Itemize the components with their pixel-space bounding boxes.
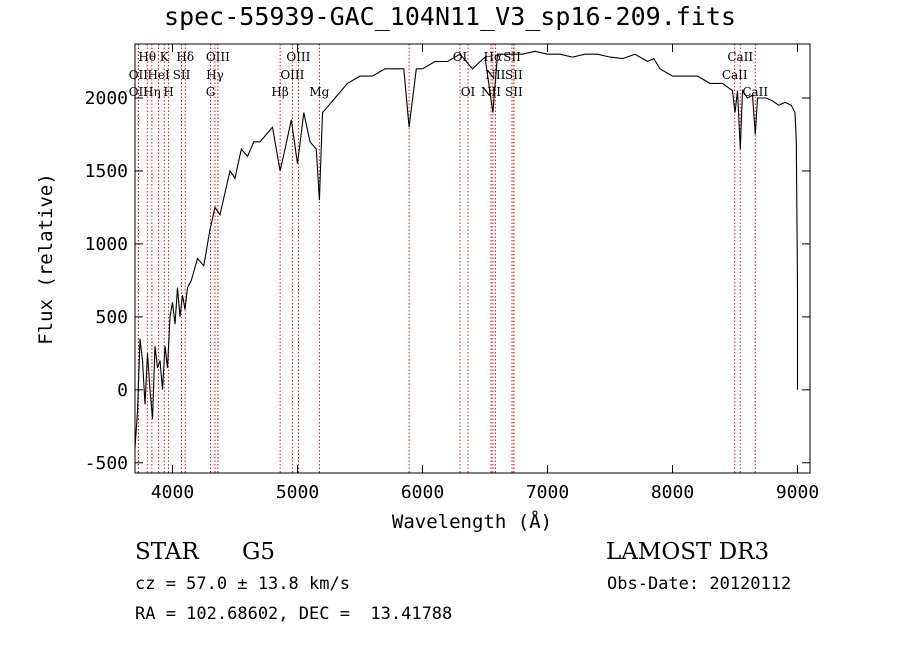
spectral-line-label: HeI [147,68,170,82]
spectral-line-label: CaII [727,50,753,64]
obs-date: Obs-Date: 20120112 [607,574,792,594]
x-axis-label: Wavelength (Å) [392,510,552,533]
spectral-line-label: SII [505,85,523,99]
chart-title: spec-55939-GAC_104N11_V3_sp16-209.fits [164,2,736,31]
spectral-line-label: K [160,50,170,64]
x-tick-label: 9000 [776,482,819,503]
spectral-line-label: Hθ [138,50,156,64]
spectrum-series-line [134,50,799,449]
spectral-line-label: OIII [206,50,230,64]
spectral-line-label: CaII [722,68,748,82]
redshift-info: cz = 57.0 ± 13.8 km/s [135,574,350,594]
spectral-line-label: OII [129,68,149,82]
y-tick-label: 1500 [85,161,128,182]
x-tick-label: 4000 [151,482,194,503]
plot-frame [134,43,811,474]
spectral-line-label: OI [461,85,476,99]
x-tick-label: 6000 [401,482,444,503]
y-tick-label: 1000 [85,234,128,255]
spectral-line-label: Hα [484,50,503,64]
spectral-line-label: SII [173,68,191,82]
spectral-line-markers [137,44,756,473]
spectral-line-label: Hη [143,85,161,99]
spectral-line-label: OIII [286,50,310,64]
spectral-line-label: Hγ [206,68,224,82]
spectral-line-label: NII [485,68,505,82]
x-tick-label: 7000 [526,482,569,503]
spectral-line-label: H [163,85,173,99]
spectral-line-label: NII [481,85,501,99]
spectral-line-label: Hδ [176,50,194,64]
object-class: STAR [135,539,199,565]
spectral-line-label: SII [505,68,523,82]
spectral-line-label: OII [129,85,149,99]
spectral-line-label: G [206,85,216,99]
y-tick-label: 2000 [85,88,128,109]
spectral-line-label: OI [453,50,468,64]
spectral-line-label: SII [503,50,521,64]
spectral-line-label: CaII [742,85,768,99]
axis-ticks: 4000 5000 6000 7000 8000 9000 -500 0 500 1000 1500… [85,44,819,503]
y-tick-label: 500 [95,307,128,328]
coordinates: RA = 102.68602, DEC = 13.41788 [135,604,453,624]
x-tick-label: 5000 [276,482,319,503]
y-tick-label: -500 [85,453,128,474]
object-subclass: G5 [242,539,276,565]
spectral-line-label: Mg [309,85,329,99]
spectral-line-label: Hβ [271,85,288,99]
y-axis-label: Flux (relative) [35,173,57,345]
x-tick-label: 8000 [651,482,694,503]
spectral-line-label: OIII [280,68,304,82]
survey-name: LAMOST DR3 [606,539,770,565]
y-tick-label: 0 [117,380,128,401]
